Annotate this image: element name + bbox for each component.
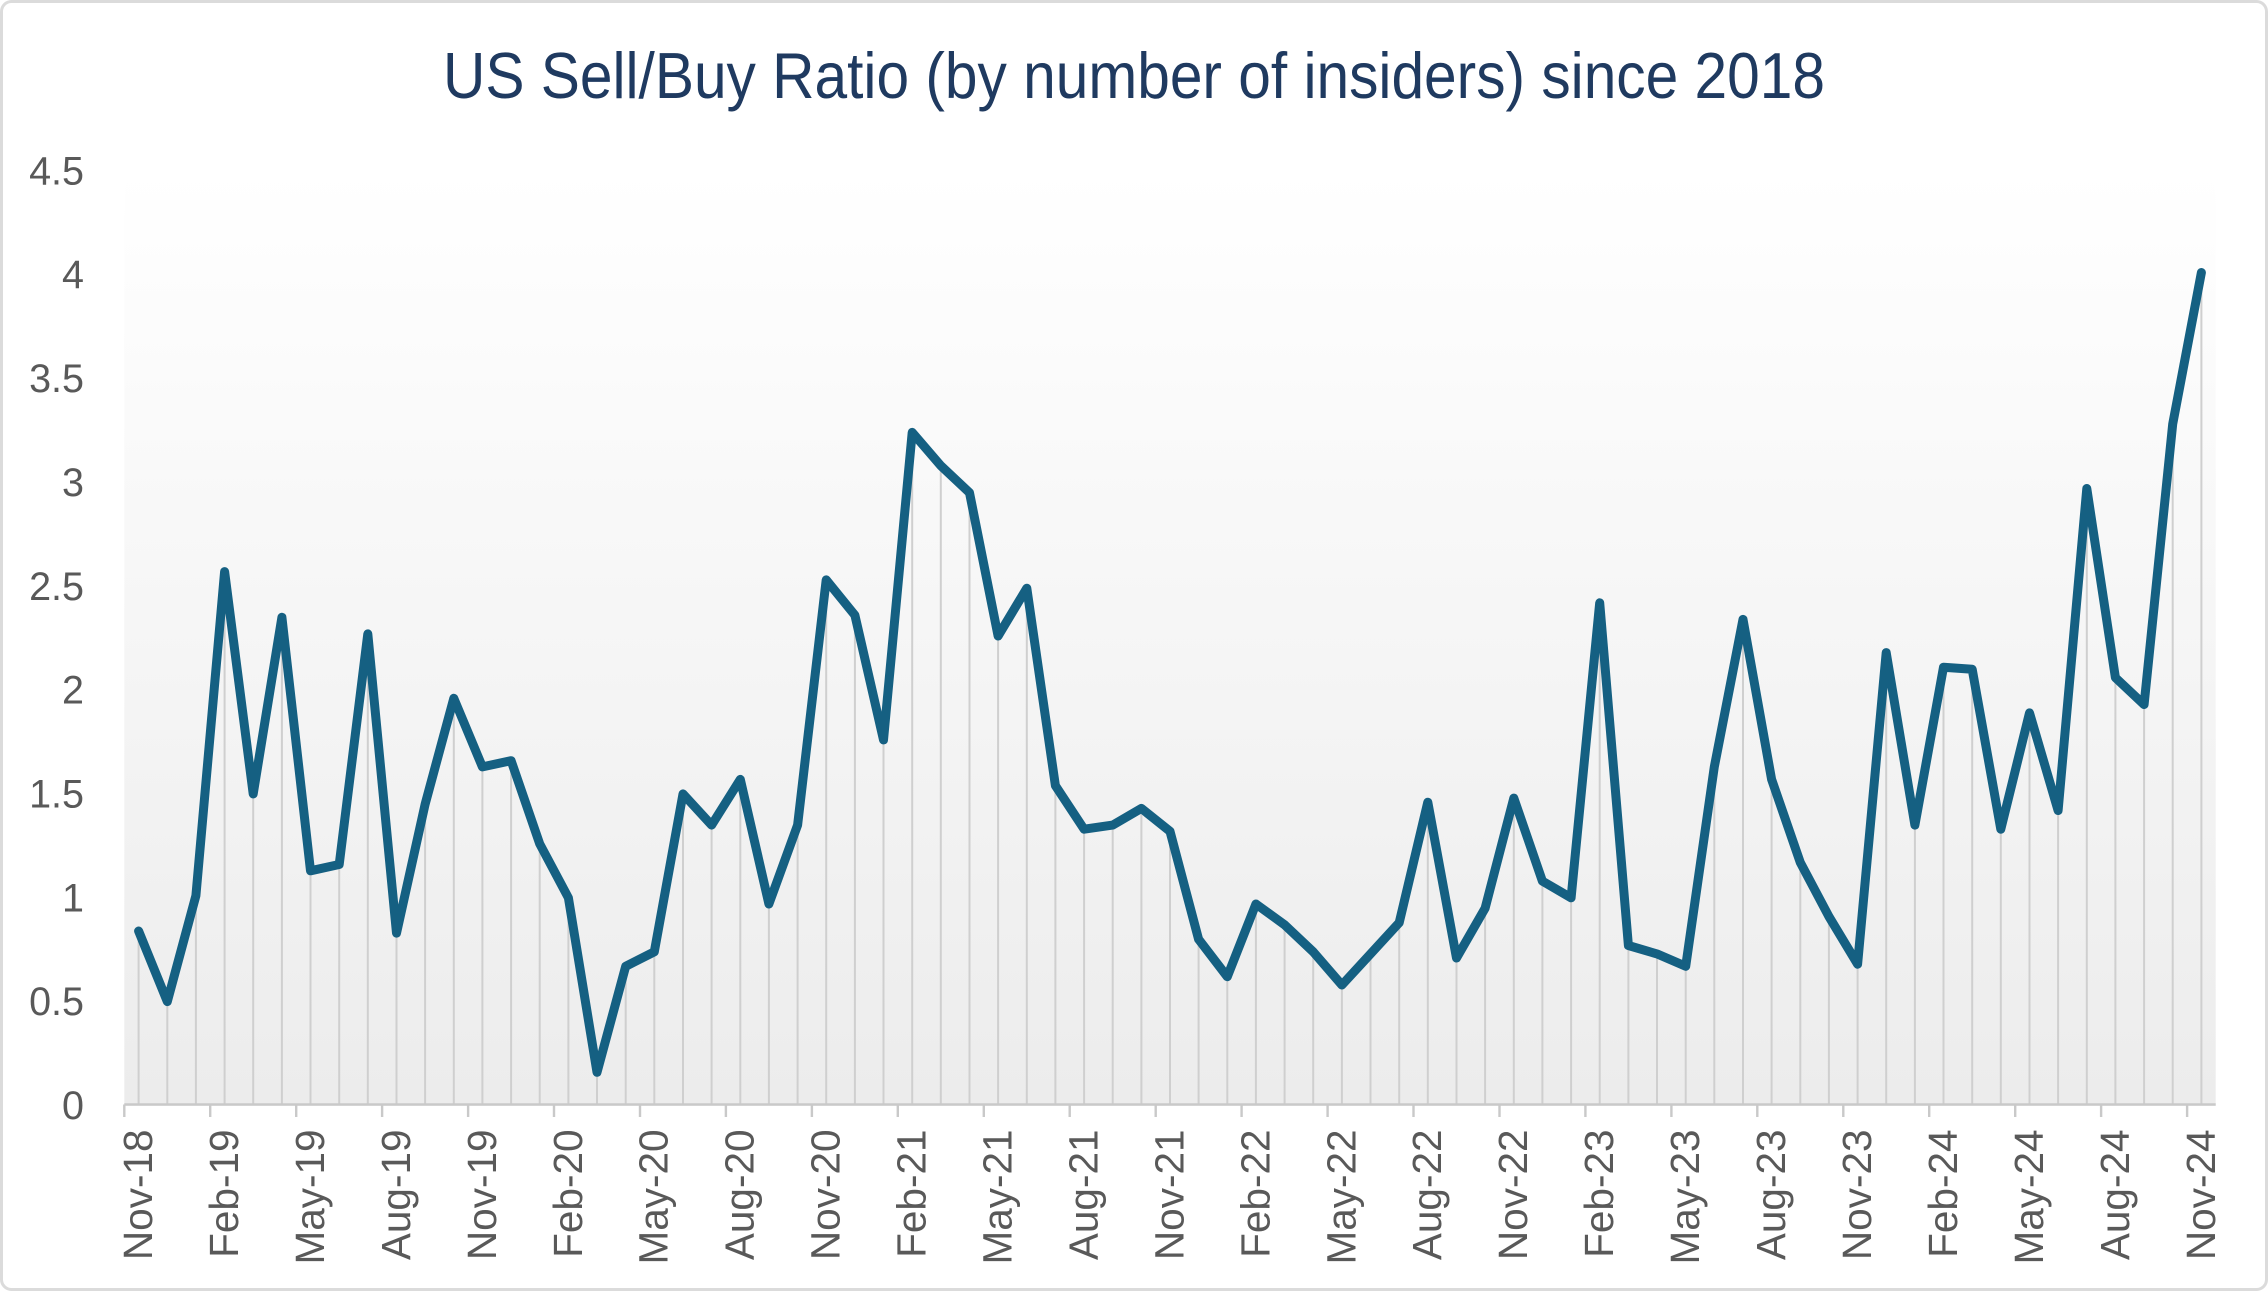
svg-text:Aug-23: Aug-23 [1748, 1130, 1794, 1261]
svg-text:May-19: May-19 [287, 1130, 333, 1265]
svg-text:May-23: May-23 [1662, 1130, 1708, 1265]
svg-text:Nov-24: Nov-24 [2178, 1130, 2224, 1261]
svg-text:Nov-19: Nov-19 [459, 1130, 505, 1261]
svg-text:Feb-24: Feb-24 [1920, 1130, 1966, 1258]
svg-text:Nov-21: Nov-21 [1146, 1130, 1192, 1261]
svg-text:3.5: 3.5 [29, 357, 84, 401]
svg-text:0: 0 [62, 1084, 84, 1128]
svg-text:Aug-24: Aug-24 [2092, 1130, 2138, 1261]
svg-text:May-20: May-20 [631, 1130, 677, 1265]
svg-text:Nov-18: Nov-18 [115, 1130, 161, 1261]
svg-text:May-24: May-24 [2006, 1130, 2052, 1265]
svg-text:0.5: 0.5 [29, 980, 84, 1024]
svg-text:1.5: 1.5 [29, 773, 84, 817]
svg-text:Feb-22: Feb-22 [1232, 1130, 1278, 1258]
svg-text:Nov-20: Nov-20 [803, 1130, 849, 1261]
svg-text:4: 4 [62, 253, 84, 297]
svg-text:2: 2 [62, 669, 84, 713]
svg-text:4.5: 4.5 [29, 149, 84, 193]
svg-text:Feb-23: Feb-23 [1576, 1130, 1622, 1258]
svg-text:2.5: 2.5 [29, 565, 84, 609]
svg-text:Aug-21: Aug-21 [1061, 1130, 1107, 1261]
svg-text:May-21: May-21 [975, 1130, 1021, 1265]
svg-text:Nov-23: Nov-23 [1834, 1130, 1880, 1261]
svg-text:Nov-22: Nov-22 [1490, 1130, 1536, 1261]
svg-text:Feb-19: Feb-19 [201, 1130, 247, 1258]
svg-text:Aug-19: Aug-19 [373, 1130, 419, 1261]
svg-text:US Sell/Buy Ratio (by number o: US Sell/Buy Ratio (by number of insiders… [443, 39, 1825, 112]
svg-text:Aug-20: Aug-20 [717, 1130, 763, 1261]
svg-text:3: 3 [62, 461, 84, 505]
svg-text:Aug-22: Aug-22 [1404, 1130, 1450, 1261]
svg-text:Feb-21: Feb-21 [889, 1130, 935, 1258]
svg-text:1: 1 [62, 876, 84, 920]
svg-text:May-22: May-22 [1318, 1130, 1364, 1265]
svg-text:Feb-20: Feb-20 [545, 1130, 591, 1258]
